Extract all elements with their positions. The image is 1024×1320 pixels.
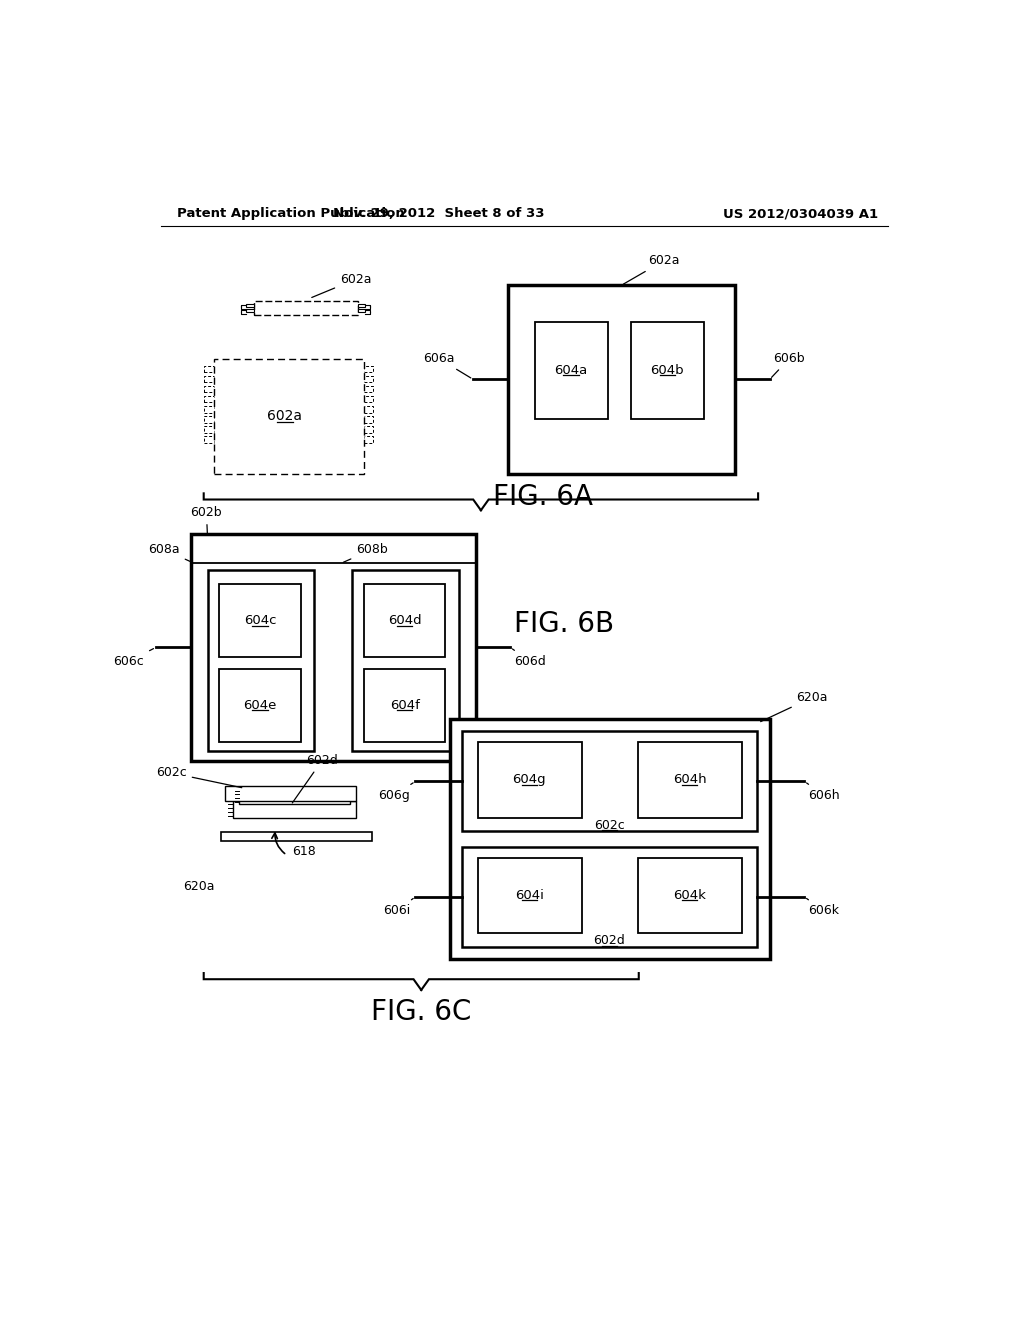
Bar [205,396,214,403]
Bar [208,570,313,751]
Text: 602d: 602d [594,935,626,948]
Bar [352,570,459,751]
Bar [214,359,364,474]
Text: 606a: 606a [423,352,471,378]
Text: 604h: 604h [673,774,707,787]
Text: 606i: 606i [383,899,414,917]
Bar [233,801,356,818]
Bar [190,535,475,762]
Bar [364,669,445,742]
Bar [638,858,742,933]
Bar [478,742,582,817]
Text: 608b: 608b [343,543,388,562]
Text: FIG. 6C: FIG. 6C [371,998,471,1026]
Text: 604i: 604i [515,888,544,902]
Bar [508,285,735,474]
Bar [240,788,350,804]
Bar [357,309,366,313]
Bar [254,301,357,314]
Text: 604f: 604f [390,698,420,711]
Bar [364,376,373,383]
Bar [219,669,301,742]
Bar [463,731,758,832]
Bar [364,387,373,392]
Bar [638,742,742,817]
Text: 606c: 606c [114,648,154,668]
Text: US 2012/0304039 A1: US 2012/0304039 A1 [723,207,878,220]
Bar [535,322,608,418]
Text: 604d: 604d [388,614,422,627]
Bar [246,304,254,308]
Bar [221,832,372,841]
Text: 618: 618 [292,845,316,858]
Text: 602a: 602a [624,255,680,284]
Bar [364,407,373,412]
Bar [478,858,582,933]
Text: 602d: 602d [292,754,338,803]
Text: 602a: 602a [311,273,372,297]
Bar [631,322,705,418]
Text: 620a: 620a [183,879,214,892]
Text: 604a: 604a [554,363,588,376]
Bar [364,585,445,657]
Bar [246,309,254,313]
Bar [364,416,373,422]
Text: 604b: 604b [650,363,684,376]
Bar [357,304,366,308]
Bar [225,785,356,801]
Text: 606b: 606b [771,352,805,378]
Text: 606d: 606d [512,649,546,668]
Text: FIG. 6B: FIG. 6B [514,610,614,639]
Text: FIG. 6A: FIG. 6A [493,483,593,511]
Text: 602c: 602c [594,818,625,832]
Bar [205,367,214,372]
Text: 608a: 608a [148,543,191,562]
Bar [364,396,373,403]
Bar [205,376,214,383]
Bar [205,387,214,392]
Bar [364,426,373,433]
Bar [205,407,214,412]
Text: 602b: 602b [190,506,222,535]
Text: 604k: 604k [673,888,706,902]
Text: 602a: 602a [267,409,302,424]
Text: Nov. 29, 2012  Sheet 8 of 33: Nov. 29, 2012 Sheet 8 of 33 [333,207,545,220]
Bar [205,437,214,442]
Text: 620a: 620a [761,690,828,722]
Text: 606g: 606g [378,783,413,801]
Bar [364,367,373,372]
Text: 602c: 602c [156,767,242,788]
Bar [205,416,214,422]
Bar [463,847,758,946]
Text: 604e: 604e [244,698,276,711]
Text: 604c: 604c [244,614,276,627]
Bar [364,437,373,442]
Bar [205,426,214,433]
Bar [451,719,770,960]
Bar [219,585,301,657]
Text: 606h: 606h [807,783,840,801]
Text: 604g: 604g [513,774,546,787]
Text: Patent Application Publication: Patent Application Publication [177,207,404,220]
Text: 606k: 606k [807,899,839,917]
